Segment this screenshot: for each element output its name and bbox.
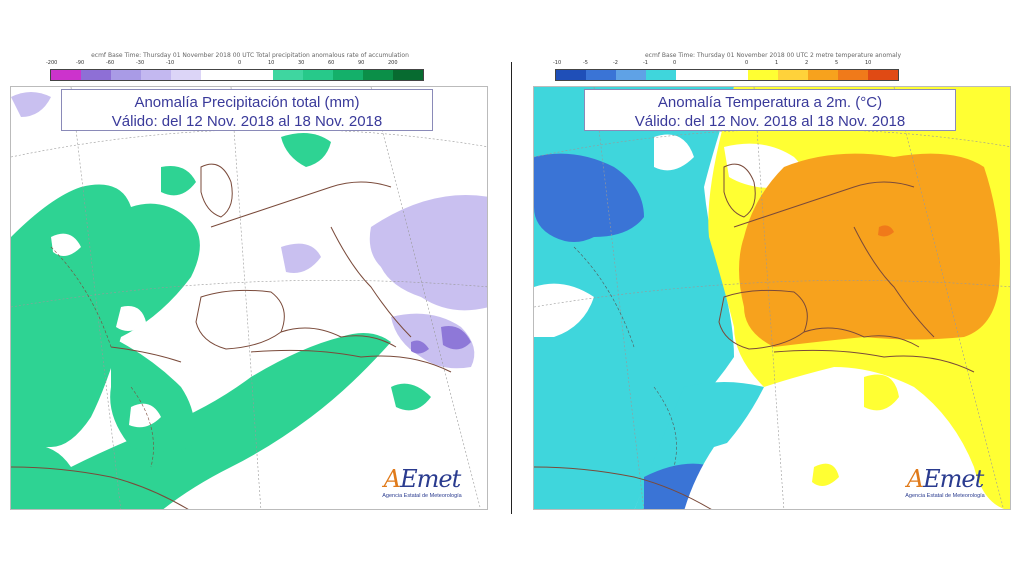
scale-swatch [81,70,111,80]
scale-tick-label: 0 [745,60,749,66]
scale-tick-label: 2 [805,60,809,66]
scale-tick-label: 10 [865,60,872,66]
scale-tick-label: -2 [613,60,618,66]
scale-swatch [303,70,333,80]
strong-cold-anomaly-area [534,153,644,242]
aemet-logo: AEmet Agencia Estatal de Meteorología [367,466,477,499]
scale-tick-label: 1 [775,60,779,66]
aemet-logo-subtitle: Agencia Estatal de Meteorología [382,493,462,499]
scale-swatch [616,70,646,80]
scale-tick-label: -5 [583,60,588,66]
panel-divider [511,62,512,514]
base-time-header: ecmf Base Time: Thursday 01 November 201… [644,52,902,59]
map-title-box: Anomalía Precipitación total (mm) Válido… [61,89,433,131]
scale-swatch [808,70,838,80]
scale-swatch [273,70,303,80]
aemet-logo: AEmet Agencia Estatal de Meteorología [890,466,1000,499]
temperature-anomaly-map: Anomalía Temperatura a 2m. (°C) Válido: … [533,86,1011,510]
aemet-logo-text: AEmet [383,465,461,493]
scale-swatch [51,70,81,80]
scale-tick-label: 0 [238,60,242,66]
temperature-anomaly-panel: ecmf Base Time: Thursday 01 November 201… [533,52,1011,510]
scale-tick-label: -10 [553,60,562,66]
aemet-logo-subtitle: Agencia Estatal de Meteorología [905,493,985,499]
precipitation-anomaly-map: Anomalía Precipitación total (mm) Válido… [10,86,488,510]
scale-swatch [333,70,363,80]
scale-tick-label: 30 [298,60,305,66]
base-time-header: ecmf Base Time: Thursday 01 November 201… [91,52,409,59]
scale-swatch [868,70,898,80]
scale-swatch [171,70,201,80]
scale-swatch [646,70,676,80]
scale-tick-label: 200 [388,60,398,66]
scale-swatch [556,70,586,80]
scale-tick-label: 90 [358,60,365,66]
strong-warm-anomaly-area [739,153,1000,347]
scale-tick-label: 10 [268,60,275,66]
scale-swatch [748,70,778,80]
scale-tick-label: -1 [643,60,648,66]
temperature-color-scale [555,69,899,81]
scale-tick-label: -30 [136,60,145,66]
scale-swatch [393,70,423,80]
scale-tick-label: 60 [328,60,335,66]
validity-period: Válido: del 12 Nov. 2018 al 18 Nov. 2018 [634,113,906,130]
map-title: Anomalía Precipitación total (mm) [134,94,360,111]
scale-tick-label: 0 [673,60,677,66]
scale-swatch [838,70,868,80]
validity-period: Válido: del 12 Nov. 2018 al 18 Nov. 2018 [111,113,383,130]
aemet-logo-text: AEmet [906,465,984,493]
map-title: Anomalía Temperatura a 2m. (°C) [657,94,883,111]
scale-tick-label: -200 [46,60,58,66]
scale-tick-label: 5 [835,60,839,66]
scale-tick-label: -10 [166,60,175,66]
scale-swatch [778,70,808,80]
scale-tick-label: -60 [106,60,115,66]
precipitation-anomaly-panel: ecmf Base Time: Thursday 01 November 201… [10,52,488,510]
map-title-box: Anomalía Temperatura a 2m. (°C) Válido: … [584,89,956,131]
scale-swatch [111,70,141,80]
scale-tick-label: -90 [76,60,85,66]
scale-swatch [141,70,171,80]
scale-swatch [363,70,393,80]
precipitation-color-scale [50,69,424,81]
scale-swatch [586,70,616,80]
